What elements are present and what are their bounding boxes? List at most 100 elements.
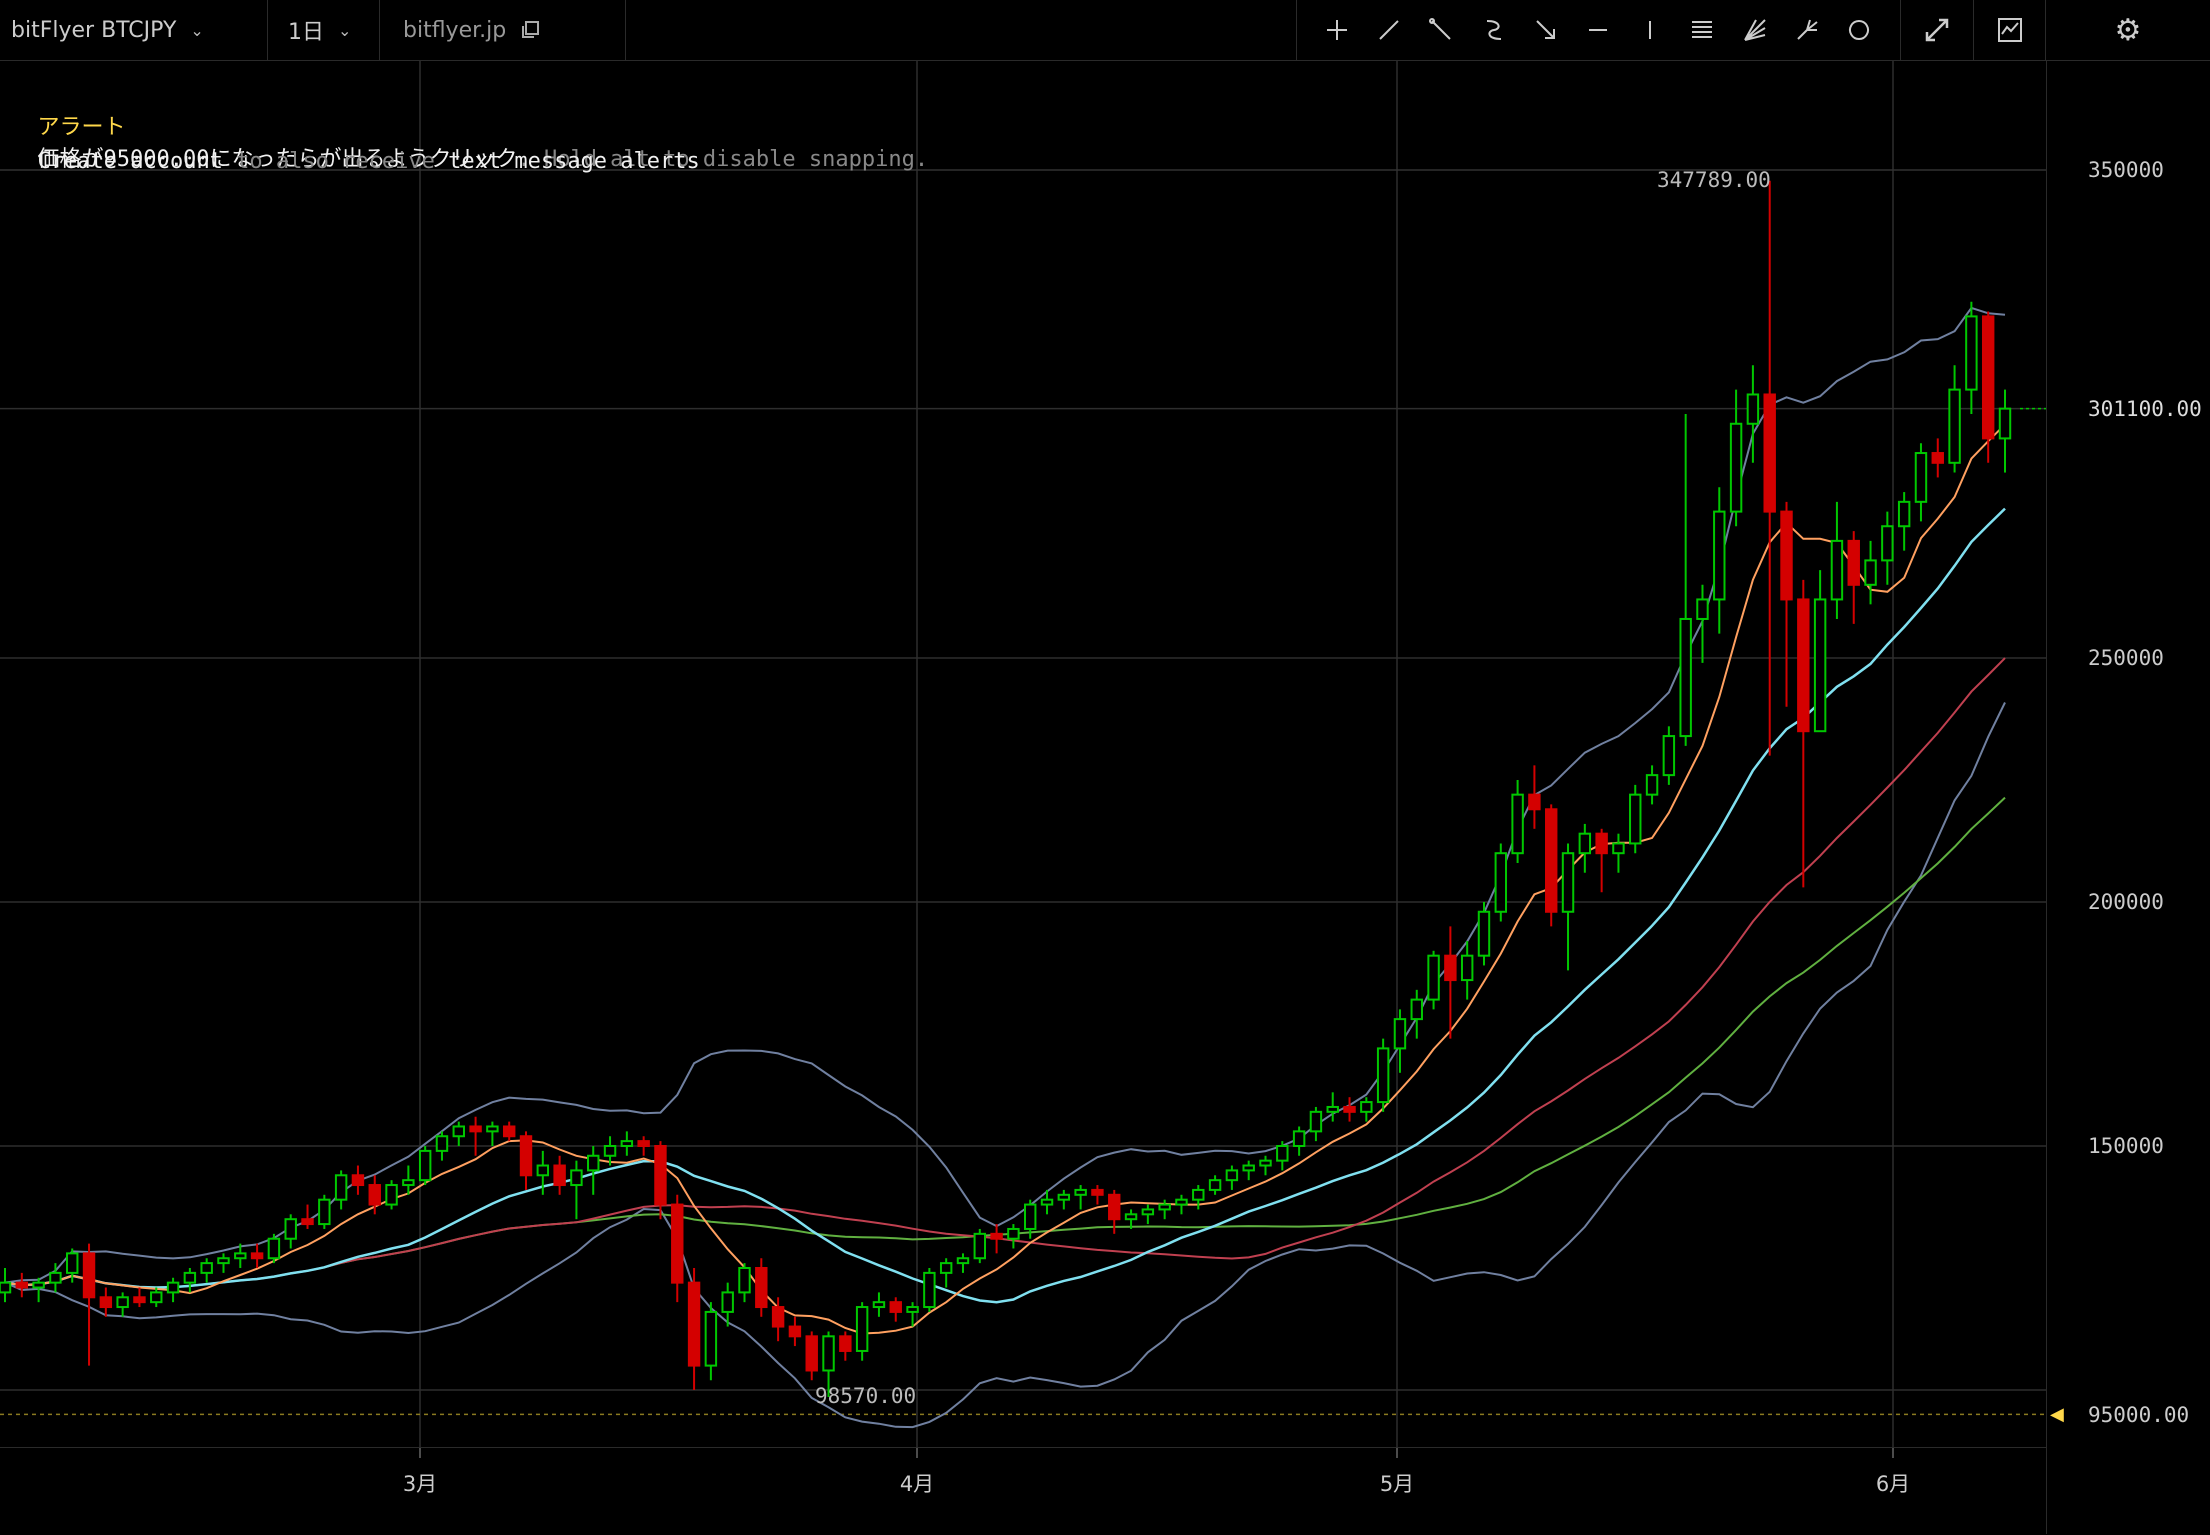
line-tool[interactable] bbox=[1363, 0, 1415, 60]
price-axis[interactable] bbox=[2046, 60, 2210, 1534]
ma-slow-2-line bbox=[4, 796, 2006, 1289]
candle-bear bbox=[637, 1140, 650, 1147]
candle-bear bbox=[1108, 1193, 1121, 1221]
candle-bull bbox=[822, 1335, 835, 1372]
candle-bull bbox=[116, 1296, 129, 1309]
candle-bull bbox=[318, 1198, 331, 1226]
candle-bear bbox=[1595, 832, 1608, 855]
candle-bull bbox=[1679, 617, 1692, 738]
candle-bear bbox=[889, 1301, 902, 1313]
horizontal-line-icon bbox=[1589, 29, 1607, 31]
candle-bull bbox=[267, 1237, 281, 1260]
candle-bull bbox=[1645, 774, 1659, 796]
candle-bull bbox=[1948, 388, 1961, 464]
ray-tool[interactable] bbox=[1415, 0, 1467, 60]
candle-bull bbox=[1881, 525, 1894, 562]
circle-icon bbox=[1849, 20, 1869, 40]
curve-tool[interactable] bbox=[1468, 0, 1520, 60]
candle-bear bbox=[15, 1281, 29, 1289]
candle-bear bbox=[1797, 598, 1810, 733]
circle-tool[interactable] bbox=[1833, 0, 1885, 60]
price-tick: 250000 bbox=[2088, 646, 2164, 670]
candle-bull bbox=[1897, 500, 1911, 528]
candle-bull bbox=[1561, 852, 1575, 913]
external-link-icon bbox=[522, 21, 540, 38]
candle-bear bbox=[250, 1252, 264, 1260]
price-tick: 150000 bbox=[2088, 1134, 2164, 1158]
indicators-button[interactable] bbox=[1974, 0, 2046, 60]
candle-bull bbox=[418, 1149, 432, 1182]
candle-bull bbox=[1914, 452, 1928, 503]
candle-bull bbox=[603, 1145, 617, 1157]
candle-bear bbox=[99, 1296, 113, 1309]
candle-bull bbox=[150, 1291, 163, 1304]
candle-bull bbox=[855, 1306, 869, 1352]
candle-bull bbox=[486, 1125, 499, 1133]
candle-bull bbox=[183, 1271, 197, 1284]
low-annotation: 98570.00 bbox=[815, 1384, 917, 1408]
time-tick: 3月 bbox=[402, 1472, 438, 1496]
candle-bear bbox=[671, 1203, 684, 1284]
ma-fast-line bbox=[4, 423, 2006, 1335]
arrow-tool[interactable] bbox=[1520, 0, 1572, 60]
candle-bull bbox=[536, 1164, 550, 1177]
candle-bear bbox=[1091, 1188, 1104, 1196]
alert-label[interactable]: アラート bbox=[37, 115, 126, 140]
candle-bull bbox=[1192, 1188, 1205, 1201]
candle-bull bbox=[1259, 1159, 1272, 1167]
candle-bull bbox=[217, 1257, 230, 1265]
candle-bull bbox=[66, 1252, 79, 1274]
candle-bull bbox=[49, 1271, 62, 1284]
candle-bull bbox=[1007, 1227, 1020, 1240]
fan-tool[interactable] bbox=[1729, 0, 1781, 60]
candle-bull bbox=[1578, 832, 1592, 855]
candle-bull bbox=[1629, 793, 1642, 845]
candle-bear bbox=[1343, 1105, 1356, 1113]
candle-bull bbox=[1965, 315, 1978, 391]
time-axis[interactable] bbox=[0, 1447, 2046, 1535]
candle-bull bbox=[906, 1306, 919, 1313]
candle-bull bbox=[1830, 539, 1844, 601]
also-receive-text: to also receive bbox=[222, 149, 449, 174]
sms-alerts-link[interactable]: text message alerts bbox=[448, 149, 700, 174]
account-line: Create account to also receive text mess… bbox=[11, 124, 700, 174]
fullscreen-button[interactable] bbox=[1900, 0, 1974, 60]
candle-bull bbox=[1696, 598, 1709, 620]
create-account-link[interactable]: Create account bbox=[37, 149, 223, 174]
expand-icon bbox=[1925, 18, 1949, 42]
candle-bull bbox=[1746, 393, 1760, 425]
candle-bear bbox=[990, 1232, 1003, 1240]
crosshair-tool[interactable] bbox=[1311, 0, 1363, 60]
price-tick: 350000 bbox=[2088, 158, 2164, 182]
alert-line: アラート 価格が95000.00になったらが出るようクリック. Hold alt… bbox=[11, 84, 929, 173]
pitchfork-tool[interactable] bbox=[1781, 0, 1833, 60]
candle-bull bbox=[1309, 1110, 1323, 1133]
candle-bear bbox=[502, 1125, 516, 1138]
alert-price-label: 95000.00 bbox=[2088, 1403, 2190, 1427]
candle-bull bbox=[1864, 559, 1877, 586]
vertical-line-tool[interactable] bbox=[1624, 0, 1676, 60]
candle-bear bbox=[351, 1174, 365, 1187]
interval-selector[interactable]: 1日 ⌄ bbox=[268, 0, 380, 60]
settings-button[interactable]: ⚙ bbox=[2046, 0, 2210, 60]
price-tick: 200000 bbox=[2088, 890, 2164, 914]
candle-bear bbox=[1847, 539, 1860, 586]
candle-bull bbox=[1393, 1018, 1407, 1050]
alert-marker-icon[interactable]: ◀ bbox=[2050, 1404, 2064, 1425]
candle-bull bbox=[1208, 1179, 1222, 1191]
candle-bull bbox=[0, 1281, 12, 1294]
pitchfork-icon bbox=[1797, 19, 1818, 40]
time-tick: 4月 bbox=[899, 1472, 935, 1496]
vertical-line-icon bbox=[1649, 21, 1652, 39]
symbol-selector[interactable]: bitFlyer BTCJPY ⌄ bbox=[0, 0, 268, 60]
candle-bull bbox=[721, 1291, 734, 1313]
candle-bull bbox=[1477, 910, 1491, 957]
bollinger-upper-line bbox=[4, 306, 2006, 1284]
candle-bear bbox=[1931, 452, 1944, 464]
fibonacci-tool[interactable] bbox=[1676, 0, 1728, 60]
horizontal-line-tool[interactable] bbox=[1572, 0, 1624, 60]
candle-bull bbox=[435, 1135, 449, 1152]
exchange-link[interactable]: bitflyer.jp bbox=[380, 0, 626, 60]
interval-label: 1日 bbox=[288, 20, 324, 45]
